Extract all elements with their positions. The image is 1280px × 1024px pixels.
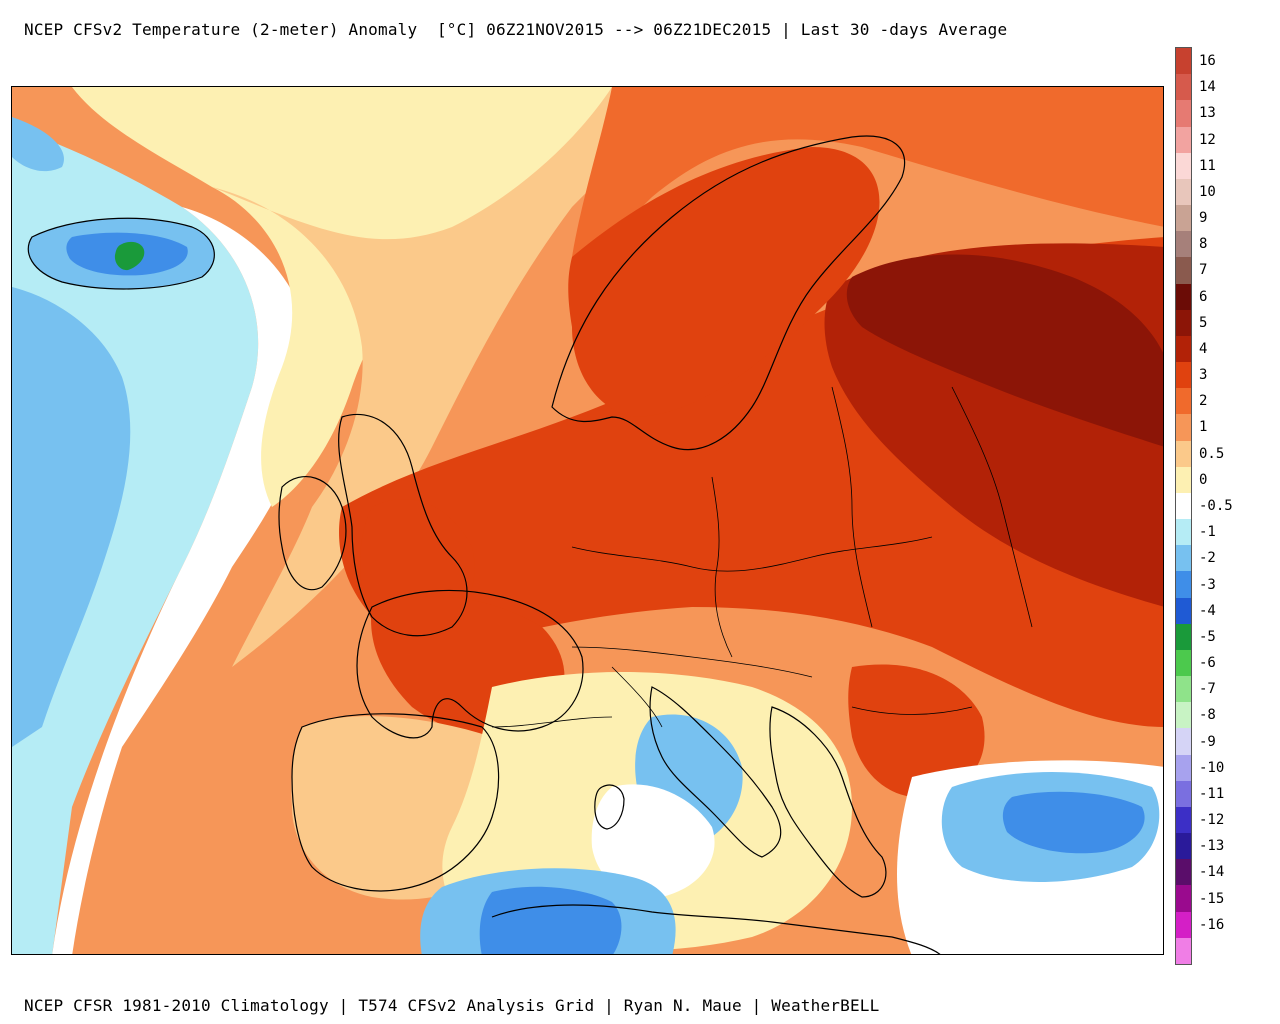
legend-swatch: [1176, 937, 1191, 965]
legend-swatch: [1176, 492, 1191, 520]
legend-swatch: [1176, 597, 1191, 625]
legend-label: -1: [1199, 524, 1216, 541]
legend-swatch: [1176, 806, 1191, 834]
map-credits: NCEP CFSR 1981-2010 Climatology | T574 C…: [24, 996, 880, 1015]
legend-swatch: [1176, 676, 1191, 703]
atlantic-white-band: [52, 207, 312, 954]
legend-label: -10: [1199, 759, 1225, 776]
legend-swatch: [1176, 48, 1191, 75]
legend-swatch: [1176, 728, 1191, 756]
country-borders: [491, 386, 1033, 728]
atlantic-cold-core: [12, 287, 131, 747]
legend-swatch: [1176, 257, 1191, 285]
legend-swatch: [1176, 205, 1191, 232]
legend-label: 4: [1199, 340, 1208, 357]
legend-label: -8: [1199, 707, 1216, 724]
norwegian-sea-warm: [572, 87, 1163, 257]
legend-label: 10: [1199, 183, 1216, 200]
iceland-glacier: [114, 241, 145, 271]
color-legend: [1175, 47, 1192, 965]
legend-label: -5: [1199, 628, 1216, 645]
legend-label: -2: [1199, 550, 1216, 567]
legend-label: 1: [1199, 419, 1208, 436]
legend-swatch: [1176, 388, 1191, 415]
legend-label: 0.5: [1199, 445, 1225, 462]
legend-label: 8: [1199, 236, 1208, 253]
legend-label: -11: [1199, 785, 1225, 802]
legend-label: 12: [1199, 131, 1216, 148]
legend-label: 16: [1199, 53, 1216, 70]
north-africa-cold-core: [479, 886, 622, 954]
legend-swatch: [1176, 414, 1191, 442]
legend-swatch: [1176, 780, 1191, 808]
legend-label: 13: [1199, 105, 1216, 122]
legend-swatch: [1176, 754, 1191, 782]
legend-swatch: [1176, 649, 1191, 677]
legend-swatch: [1176, 74, 1191, 101]
legend-swatch: [1176, 152, 1191, 180]
legend-label: 14: [1199, 79, 1216, 96]
legend-swatch: [1176, 335, 1191, 363]
legend-swatch: [1176, 519, 1191, 546]
legend-swatch: [1176, 178, 1191, 206]
legend-swatch: [1176, 911, 1191, 939]
legend-swatch: [1176, 885, 1191, 913]
legend-label: -16: [1199, 916, 1225, 933]
legend-swatch: [1176, 833, 1191, 860]
legend-label: 5: [1199, 314, 1208, 331]
legend-label: -14: [1199, 864, 1225, 881]
atlantic-pale-band: [212, 87, 712, 667]
legend-swatch: [1176, 702, 1191, 729]
legend-swatch: [1176, 309, 1191, 337]
legend-label: 2: [1199, 393, 1208, 410]
map-canvas: [12, 87, 1163, 954]
legend-swatch: [1176, 571, 1191, 599]
legend-label: -15: [1199, 890, 1225, 907]
legend-label: -0.5: [1199, 498, 1233, 514]
legend-label: 11: [1199, 157, 1216, 174]
legend-label: -3: [1199, 576, 1216, 593]
finland-russia-extreme: [846, 254, 1163, 447]
legend-label: 9: [1199, 210, 1208, 227]
legend-label: 3: [1199, 367, 1208, 384]
legend-label: -12: [1199, 812, 1225, 829]
legend-swatch: [1176, 126, 1191, 154]
legend-label: 0: [1199, 471, 1208, 488]
legend-swatch: [1176, 466, 1191, 494]
map-title: NCEP CFSv2 Temperature (2-meter) Anomaly…: [24, 20, 1008, 39]
legend-label: 7: [1199, 262, 1208, 279]
legend-swatch: [1176, 859, 1191, 886]
legend-swatch: [1176, 283, 1191, 311]
legend-label: -4: [1199, 602, 1216, 619]
anomaly-map: [11, 86, 1164, 955]
legend-label: -6: [1199, 655, 1216, 672]
legend-label: -13: [1199, 838, 1225, 855]
greenland-sea-cold: [12, 117, 64, 172]
atlantic-neutral-band: [72, 87, 612, 507]
coastlines: [27, 135, 941, 954]
turkey-cold-core: [1002, 791, 1145, 854]
balkans-warm: [848, 664, 985, 798]
legend-swatch: [1176, 545, 1191, 572]
legend-swatch: [1176, 231, 1191, 258]
scandinavia-warm: [568, 147, 880, 417]
legend-swatch: [1176, 440, 1191, 468]
legend-swatch: [1176, 623, 1191, 651]
legend-label: -7: [1199, 681, 1216, 698]
legend-label: 6: [1199, 288, 1208, 305]
legend-label: -9: [1199, 733, 1216, 750]
legend-swatch: [1176, 100, 1191, 127]
legend-swatch: [1176, 362, 1191, 389]
